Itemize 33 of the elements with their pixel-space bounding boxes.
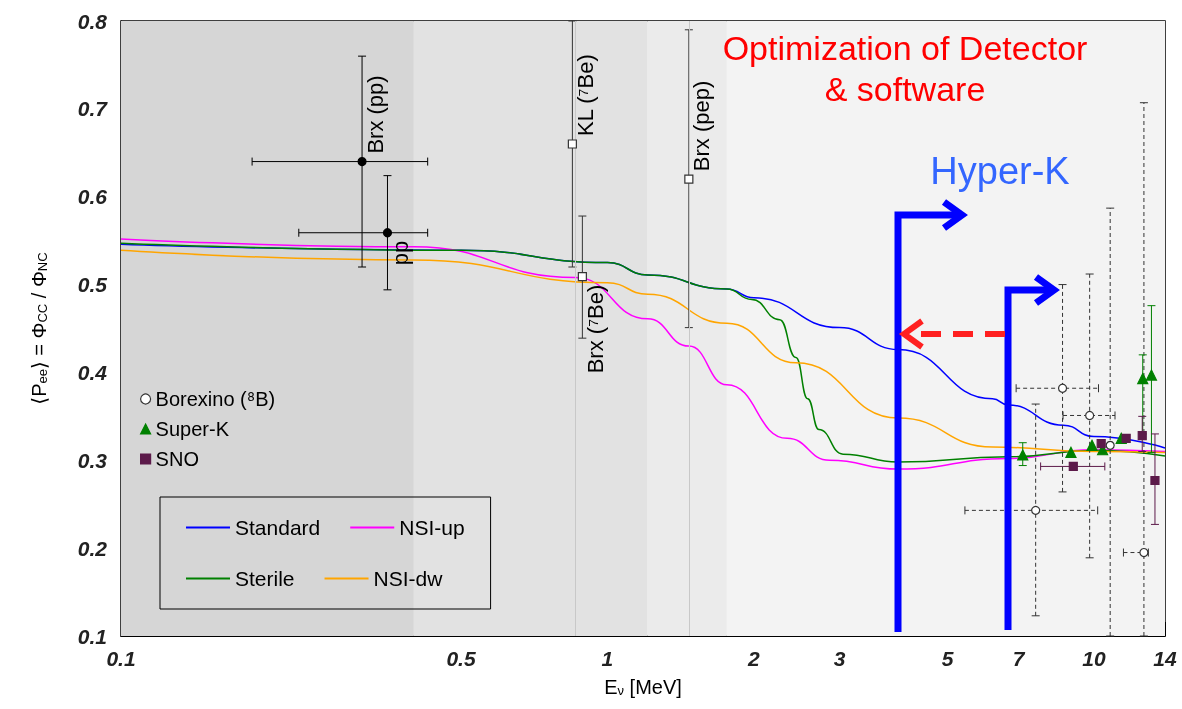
x-tick-label: 2 bbox=[747, 647, 761, 670]
legend-label: Super-K bbox=[155, 418, 230, 440]
y-tick-label: 0.5 bbox=[77, 273, 108, 297]
y-tick-label: 0.1 bbox=[77, 624, 107, 648]
x-tick-label: 5 bbox=[941, 647, 954, 670]
annotation: Hyper-K bbox=[930, 149, 1070, 192]
x-tick-label: 10 bbox=[1082, 647, 1106, 670]
legend-label: SNO bbox=[155, 448, 199, 470]
annotation: pp bbox=[387, 240, 413, 266]
annotation: Brx (pep) bbox=[689, 80, 715, 172]
annotation: Optimization of Detector & software bbox=[722, 29, 1088, 109]
x-tick-label: 7 bbox=[1012, 647, 1026, 670]
legend-label: Borexino (⁸B) bbox=[155, 388, 276, 410]
y-tick-label: 0.2 bbox=[77, 536, 108, 560]
x-tick-label: 1 bbox=[601, 647, 614, 670]
y-tick-label: 0.6 bbox=[77, 185, 108, 209]
y-axis-title: ⟨Pee⟩ = ΦCC / ΦNC bbox=[27, 252, 50, 405]
legend-label: NSI-dw bbox=[373, 567, 444, 590]
annotation: Brx (pp) bbox=[362, 75, 388, 154]
x-tick-label: 14 bbox=[1153, 647, 1177, 670]
legend-label: NSI-up bbox=[399, 516, 465, 539]
y-tick-label: 0.8 bbox=[77, 9, 108, 33]
annotation: KL (⁷Be) bbox=[572, 54, 598, 136]
x-axis-title: Eν [MeV] bbox=[604, 675, 682, 698]
x-tick-label: 0.1 bbox=[106, 647, 136, 670]
annotation: Brx (⁷Be) bbox=[582, 284, 608, 374]
y-tick-label: 0.3 bbox=[77, 448, 108, 472]
legend-label: Standard bbox=[235, 516, 321, 539]
x-tick-label: 0.5 bbox=[446, 647, 476, 670]
legend-label: Sterile bbox=[235, 567, 295, 590]
x-tick-label: 3 bbox=[833, 647, 846, 670]
y-tick-label: 0.7 bbox=[77, 97, 109, 121]
y-tick-label: 0.4 bbox=[77, 360, 108, 384]
